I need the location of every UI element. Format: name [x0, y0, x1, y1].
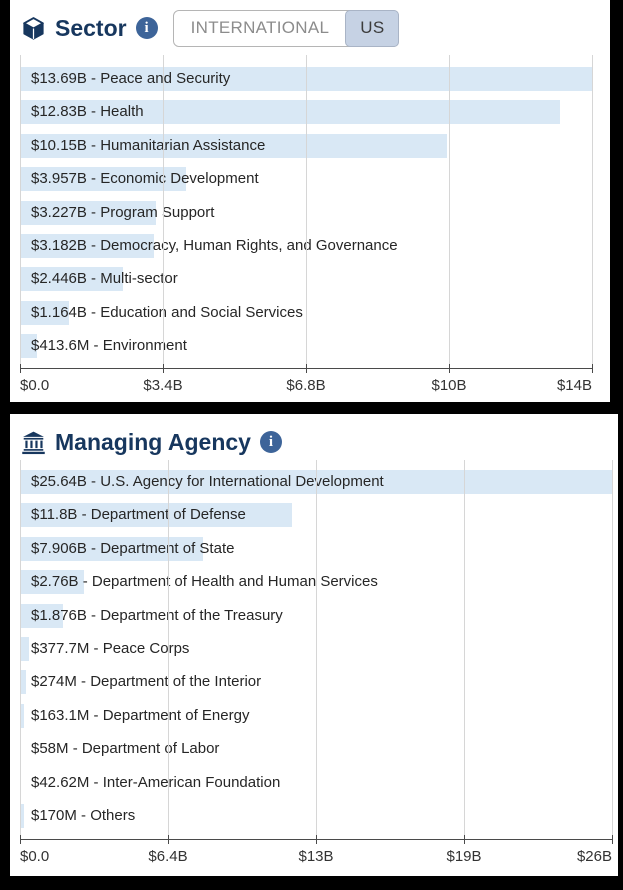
gridline	[306, 55, 307, 369]
bar-label: $1.876B - Department of the Treasury	[31, 606, 283, 624]
gridline	[316, 460, 317, 840]
x-axis-line	[20, 368, 592, 369]
bar-label: $163.1M - Department of Energy	[31, 706, 250, 724]
x-axis-tick	[592, 364, 593, 373]
scope-toggle: INTERNATIONAL US	[172, 9, 400, 47]
bar-label: $42.62M - Inter-American Foundation	[31, 773, 281, 791]
gridline	[168, 460, 169, 840]
bar-row: $377.7M - Peace Corps	[20, 636, 612, 670]
bar-label: $2.446B - Multi-sector	[31, 270, 178, 288]
gridline	[163, 55, 164, 369]
bar[interactable]	[20, 267, 123, 292]
bar-label: $170M - Others	[31, 806, 136, 824]
gridline	[20, 55, 21, 369]
bar[interactable]	[20, 167, 187, 192]
bar-label: $13.69B - Peace and Security	[31, 70, 231, 87]
bar-row: $163.1M - Department of Energy	[20, 703, 612, 737]
gridline	[20, 460, 21, 840]
bar-row: $1.164B - Education and Social Services	[20, 300, 592, 334]
bar-row: $413.6M - Environment	[20, 334, 592, 367]
bar-row: $1.876B - Department of the Treasury	[20, 603, 612, 637]
sector-header: Sector i INTERNATIONAL US	[10, 0, 610, 47]
x-axis-tick-label: $13B	[298, 848, 334, 865]
bar-label: $10.15B - Humanitarian Assistance	[31, 136, 266, 154]
gridline	[612, 460, 613, 840]
bar-label: $7.906B - Department of State	[31, 539, 235, 557]
bar-label: $274M - Department of the Interior	[31, 673, 262, 691]
toggle-international-button[interactable]: INTERNATIONAL	[173, 10, 347, 46]
bar[interactable]	[20, 803, 24, 828]
x-axis-tick-label: $6.4B	[148, 848, 188, 865]
x-axis-tick-label: $19B	[446, 848, 482, 865]
x-axis-tick-label: $0.0	[20, 848, 50, 865]
x-axis-tick	[612, 835, 613, 844]
bar-label: $58M - Department of Labor	[31, 740, 220, 758]
bar-row: $7.906B - Department of State	[20, 536, 612, 570]
x-axis-tick-label: $14B	[556, 377, 592, 394]
bar[interactable]	[20, 300, 69, 325]
bar[interactable]	[20, 200, 156, 225]
bar-label: $377.7M - Peace Corps	[31, 639, 190, 657]
managing-agency-panel: Managing Agency i $25.64B - U.S. Agency …	[10, 414, 618, 876]
bar[interactable]	[20, 636, 29, 661]
bar-label: $413.6M - Environment	[31, 337, 187, 355]
bar-row: $3.957B - Economic Development	[20, 167, 592, 200]
bar-label: $25.64B - U.S. Agency for International …	[31, 473, 384, 490]
agency-title: Managing Agency	[55, 428, 251, 455]
bar[interactable]	[20, 670, 27, 695]
sector-bar-chart: $13.69B - Peace and Security $12.83B - He…	[20, 55, 593, 394]
x-axis-line	[20, 839, 612, 840]
bar-row: $170M - Others	[20, 803, 612, 837]
toggle-us-button[interactable]: US	[345, 9, 400, 47]
bar-row: $10.15B - Humanitarian Assistance	[20, 133, 592, 167]
bar[interactable]	[20, 233, 154, 258]
bar-label: $3.227B - Program Support	[31, 203, 215, 221]
sector-panel: Sector i INTERNATIONAL US $13.69B - Peac…	[10, 0, 610, 402]
bar-row: $3.227B - Program Support	[20, 200, 592, 234]
bar[interactable]	[20, 503, 293, 528]
info-icon[interactable]: i	[259, 431, 282, 453]
bar-row: $12.83B - Health	[20, 100, 592, 133]
bar-label: $2.76B - Department of Health and Human …	[31, 573, 378, 591]
bar[interactable]	[20, 100, 560, 125]
bar[interactable]	[20, 334, 38, 359]
bar-row: $2.446B - Multi-sector	[20, 267, 592, 300]
x-axis-tick-label: $10B	[431, 377, 467, 394]
sector-title: Sector	[55, 14, 127, 41]
bar-rows: $25.64B - U.S. Agency for International …	[20, 470, 612, 837]
bar-label: $12.83B - Health	[31, 103, 144, 121]
bar-row: $3.182B - Democracy, Human Rights, and G…	[20, 233, 592, 267]
bar-label: $1.164B - Education and Social Services	[31, 303, 303, 321]
bar-label: $3.957B - Economic Development	[31, 170, 259, 188]
cube-icon	[20, 16, 47, 41]
bar-row: $11.8B - Department of Defense	[20, 503, 612, 536]
bar[interactable]	[20, 603, 64, 628]
info-icon[interactable]: i	[135, 17, 158, 39]
landmark-icon	[20, 430, 47, 455]
bar-row: $274M - Department of the Interior	[20, 670, 612, 703]
bar-rows: $13.69B - Peace and Security $12.83B - He…	[20, 67, 592, 368]
gridline	[592, 55, 593, 369]
bar[interactable]	[20, 536, 203, 561]
agency-header: Managing Agency i	[10, 414, 618, 461]
gridline	[449, 55, 450, 369]
agency-bar-chart: $25.64B - U.S. Agency for International …	[20, 460, 613, 865]
bar-label: $11.8B - Department of Defense	[31, 506, 246, 524]
x-axis-tick-label: $6.8B	[286, 377, 326, 394]
bar-label: $3.182B - Democracy, Human Rights, and G…	[31, 236, 398, 254]
x-axis-tick-label: $3.4B	[143, 377, 183, 394]
gridline	[464, 460, 465, 840]
bar[interactable]	[20, 703, 24, 728]
bar[interactable]	[20, 133, 447, 158]
bar-row: $2.76B - Department of Health and Human …	[20, 570, 612, 603]
x-axis-tick-label: $0.0	[20, 377, 50, 394]
x-axis-tick-label: $26B	[576, 848, 612, 865]
bar[interactable]	[20, 570, 84, 595]
